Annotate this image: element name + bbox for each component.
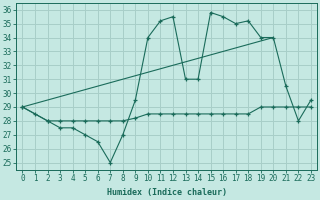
X-axis label: Humidex (Indice chaleur): Humidex (Indice chaleur) [107, 188, 227, 197]
